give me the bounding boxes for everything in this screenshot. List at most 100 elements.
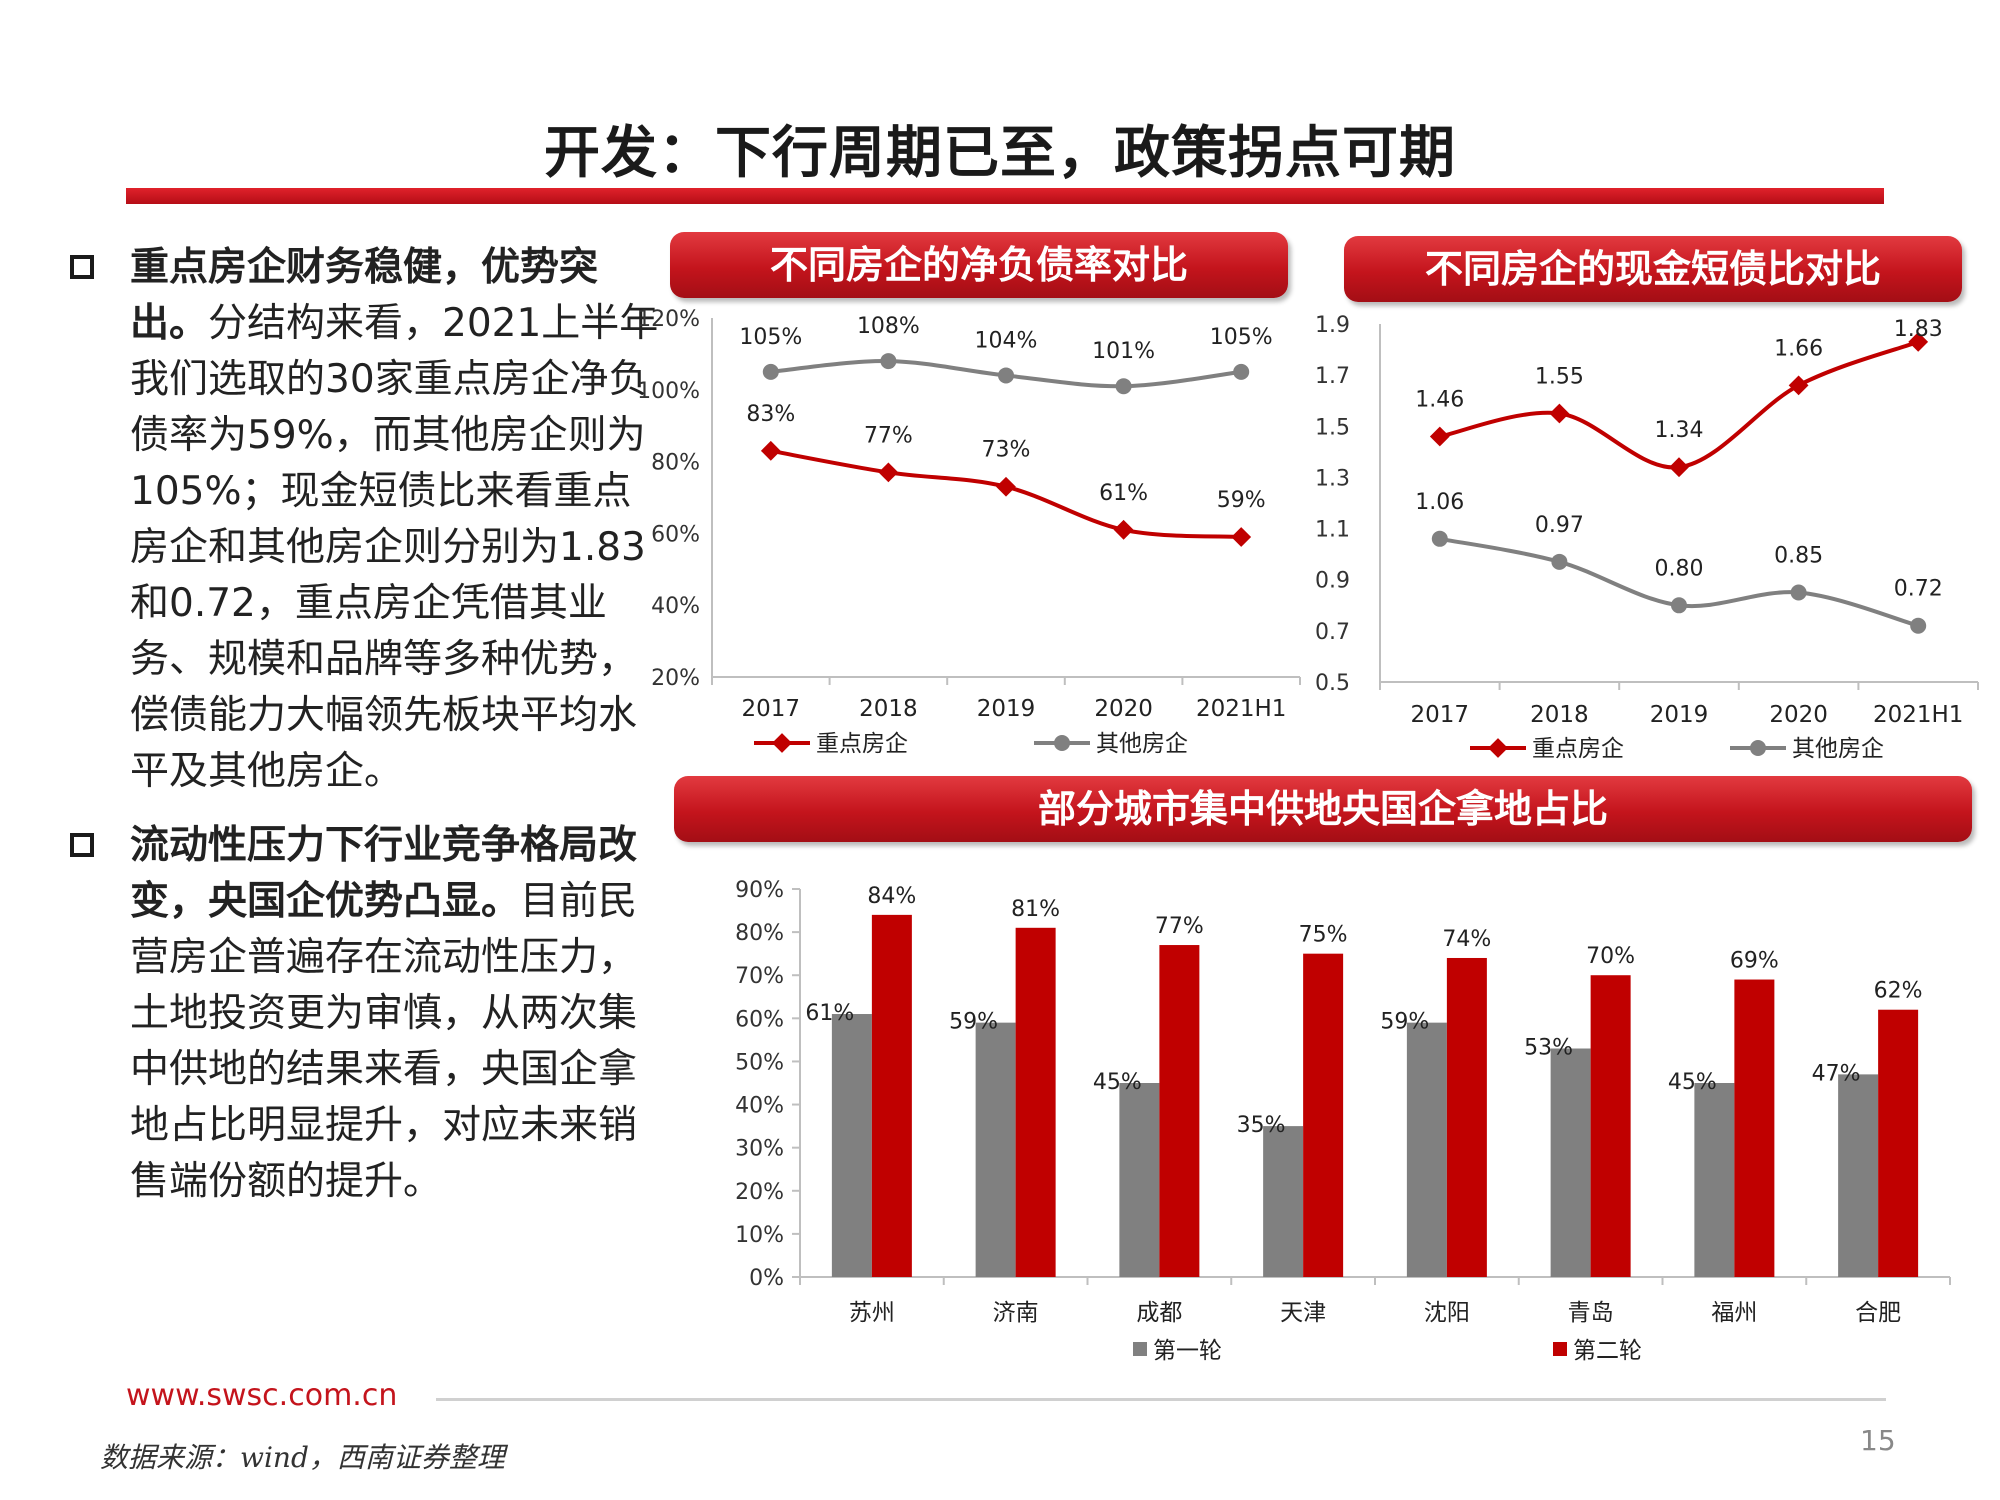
chart3-x-tick-label: 沈阳 [1424,1300,1470,1326]
chart3-x-tick-label: 成都 [1136,1300,1182,1326]
chart1-legend-marker [1054,735,1070,751]
chart3-x-tick-label: 福州 [1711,1300,1757,1326]
chart3-bar-round2 [1015,927,1056,1277]
chart3-data-label: 69% [1730,949,1779,974]
chart3-data-label: 81% [1011,897,1060,922]
chart3-data-label: 74% [1442,927,1491,952]
chart2-point [1910,617,1927,634]
chart3-bar-round2 [1159,945,1200,1277]
chart2-x-tick-label: 2018 [1530,702,1589,728]
chart3-data-label: 59% [1380,1010,1429,1035]
chart3-bar-round2 [1734,979,1775,1277]
chart3-y-tick-label: 0% [749,1266,784,1291]
chart2-data-label: 0.72 [1894,577,1943,602]
chart2-y-tick-label: 0.5 [1315,671,1350,696]
chart1-point [1233,363,1250,380]
chart3-x-tick-label: 苏州 [849,1300,895,1326]
chart3-y-tick-label: 20% [735,1180,784,1205]
chart3-legend-label: 第一轮 [1153,1338,1222,1364]
chart3-data-label: 61% [805,1001,854,1026]
chart3-bar-round2 [1878,1009,1919,1277]
chart3-legend-label: 第二轮 [1573,1338,1642,1364]
chart2-data-label: 1.06 [1415,490,1464,515]
chart2-data-label: 0.97 [1535,513,1584,538]
chart2-legend-label: 重点房企 [1532,736,1624,762]
chart2-x-tick-label: 2019 [1650,702,1709,728]
data-source: 数据来源：wind，西南证券整理 [100,1441,505,1474]
chart1-data-label: 83% [746,402,795,427]
chart3-y-tick-label: 30% [735,1137,784,1162]
chart1-data-label: 73% [982,438,1031,463]
chart3-y-tick-label: 80% [735,921,784,946]
chart2-point [1429,426,1450,447]
chart1-data-label: 105% [739,325,802,350]
chart2-point [1788,375,1809,396]
chart3-x-tick-label: 天津 [1280,1300,1326,1326]
chart3-banner: 部分城市集中供地央国企拿地占比 [674,776,1972,842]
chart2-x-tick-label: 2017 [1411,702,1470,728]
chart1-x-tick-label: 2021H1 [1196,696,1286,722]
chart3-data-label: 53% [1524,1036,1573,1061]
chart2-series-line-1 [1439,340,1919,470]
chart2-y-tick-label: 0.7 [1315,620,1350,645]
chart2-legend-label: 其他房企 [1792,736,1884,762]
chart3-bar-round1 [1263,1126,1304,1277]
chart2-point [1790,584,1807,601]
chart2-data-label: 0.85 [1774,544,1823,569]
chart1-y-tick-label: 100% [637,379,700,404]
square-bullet-icon [70,255,94,279]
chart3-x-tick-label: 济南 [993,1300,1039,1326]
chart2-x-tick-label: 2021H1 [1873,702,1963,728]
chart2-point [1551,553,1568,570]
title-underline-bar [126,188,1884,204]
chart1-data-label: 105% [1210,325,1273,350]
chart3-bar-round2 [1446,957,1487,1277]
chart2-legend-marker [1750,740,1766,756]
chart3-bar-round1 [1550,1048,1591,1277]
chart3-data-label: 59% [949,1010,998,1035]
chart1-y-tick-label: 120% [637,307,700,332]
chart1-point [1231,527,1252,547]
chart1-point [878,462,899,483]
bullet-1-heading: 重点房企财务稳健，优势突出。 [130,245,599,346]
chart2-y-tick-label: 1.5 [1315,415,1350,440]
chart2-data-label: 1.83 [1894,317,1943,342]
bullet-item-2: 流动性压力下行业竞争格局改变，央国企优势凸显。目前民营房企普遍存在流动性压力，土… [70,818,660,1210]
chart3-bar-round1 [1838,1074,1879,1277]
chart1-data-label: 59% [1217,488,1266,513]
chart1-point [880,353,897,370]
chart3-bar-round1 [1694,1083,1735,1277]
chart1-data-label: 101% [1092,339,1155,364]
page-title: 开发：下行周期已至，政策拐点可期 [544,121,1456,186]
chart1-y-tick-label: 20% [651,666,700,691]
chart2-data-label: 1.66 [1774,336,1823,361]
chart1-data-label: 104% [975,328,1038,353]
square-bullet-icon [70,833,94,857]
footer-url[interactable]: www.swsc.com.cn [126,1378,398,1413]
chart3-bar-round1 [831,1014,872,1277]
chart3-data-label: 45% [1668,1070,1717,1095]
chart3-data-label: 35% [1237,1113,1286,1138]
chart3-data-label: 47% [1812,1061,1861,1086]
chart1-banner: 不同房企的净负债率对比 [670,232,1288,298]
chart2-y-tick-label: 1.7 [1315,364,1350,389]
chart1-point [998,367,1014,384]
chart2-point [1671,597,1687,614]
chart1-x-tick-label: 2018 [859,696,918,722]
chart3-y-tick-label: 40% [735,1094,784,1119]
chart1-y-tick-label: 40% [651,594,700,619]
bullet-2-heading: 流动性压力下行业竞争格局改变，央国企优势凸显。 [130,823,638,924]
chart1-point [1115,378,1132,395]
chart3-y-tick-label: 50% [735,1050,784,1075]
chart3-y-tick-label: 70% [735,964,784,989]
chart1-point [996,476,1016,497]
bullet-list: 重点房企财务稳健，优势突出。分结构来看，2021上半年我们选取的30家重点房企净… [70,240,660,1210]
chart2-data-label: 1.55 [1535,365,1584,390]
chart2-y-tick-label: 0.9 [1315,569,1350,594]
chart1-x-tick-label: 2020 [1094,696,1153,722]
chart1-x-tick-label: 2019 [977,696,1036,722]
chart1-legend-label: 其他房企 [1096,731,1188,757]
chart2-y-tick-label: 1.3 [1315,466,1350,491]
chart1-data-label: 77% [864,423,913,448]
chart3-data-label: 77% [1155,914,1204,939]
